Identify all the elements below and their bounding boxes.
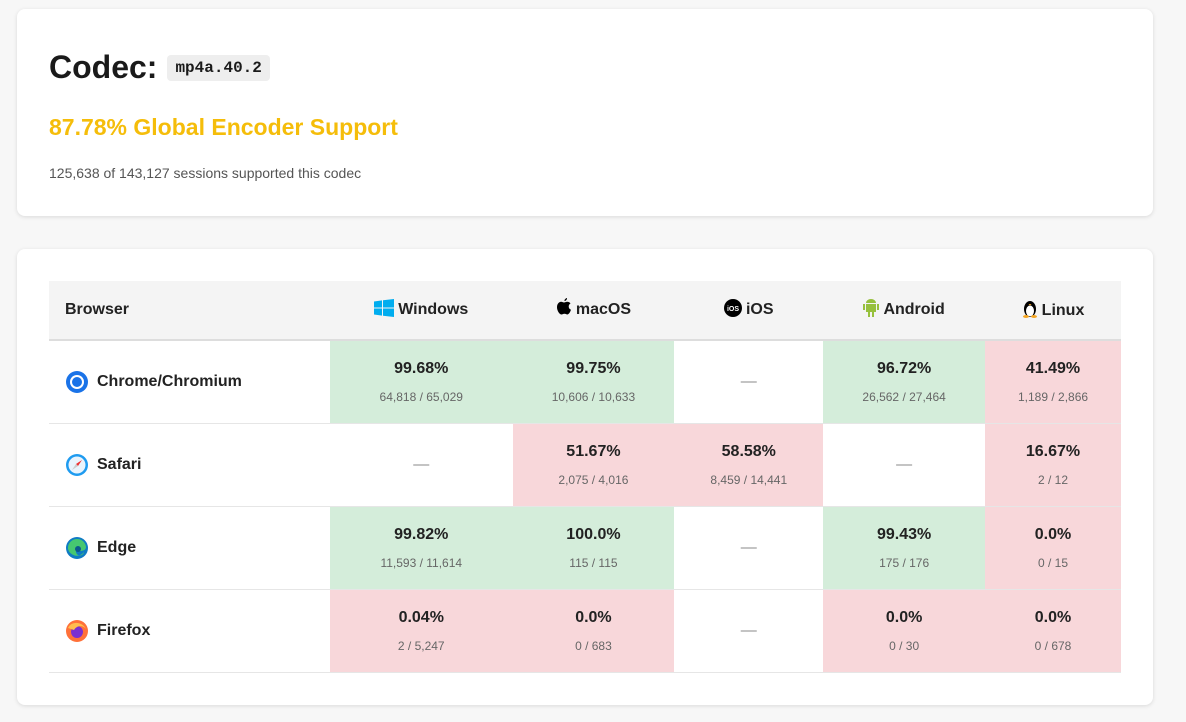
support-cell-empty: — <box>674 506 824 590</box>
support-cell: 99.43% 175 / 176 <box>823 506 986 590</box>
support-percent: 99.75% <box>566 359 621 377</box>
support-count: 8,459 / 14,441 <box>710 472 788 487</box>
support-count: 115 / 115 <box>569 555 618 570</box>
column-header-macos: macOS <box>512 281 675 341</box>
column-label: Android <box>883 301 945 318</box>
support-cell: 99.75% 10,606 / 10,633 <box>512 340 675 424</box>
support-count: 0 / 683 <box>575 638 612 653</box>
android-icon <box>863 298 880 322</box>
column-header-linux: Linux <box>985 281 1121 341</box>
browser-name: Firefox <box>97 621 151 639</box>
support-cell: 96.72% 26,562 / 27,464 <box>823 340 986 424</box>
support-cell: 41.49% 1,189 / 2,866 <box>985 340 1121 424</box>
browser-name: Edge <box>97 538 137 556</box>
support-percent: 96.72% <box>876 359 932 377</box>
support-table: Browser Windows macOS iOS iOS Android Linux Ch… <box>49 281 1121 673</box>
column-label: macOS <box>575 301 631 318</box>
support-cell-empty: — <box>674 340 824 424</box>
support-cell: 0.0% 0 / 15 <box>985 506 1121 590</box>
column-header-windows: Windows <box>330 281 513 341</box>
support-cell: 16.67% 2 / 12 <box>985 423 1121 507</box>
support-cell: 0.04% 2 / 5,247 <box>330 589 513 673</box>
no-data-dash: — <box>740 372 757 390</box>
support-cell: 99.82% 11,593 / 11,614 <box>330 506 513 590</box>
support-percent: 100.0% <box>566 525 621 543</box>
support-percent: 0.0% <box>1034 608 1072 626</box>
table-row: Safari — 51.67% 2,075 / 4,016 58.58% 8,459 / … <box>49 423 1121 507</box>
support-count: 64,818 / 65,029 <box>379 389 463 404</box>
table-row: Chrome/Chromium 99.68% 64,818 / 65,029 99.7… <box>49 340 1121 424</box>
support-percent: 0.04% <box>398 608 444 626</box>
support-percent: 0.0% <box>885 608 923 626</box>
column-label: Browser <box>65 301 130 318</box>
support-cell-empty: — <box>330 423 513 507</box>
page-title: Codec: mp4a.40.2 <box>49 49 270 86</box>
support-count: 2 / 5,247 <box>397 638 445 653</box>
column-label: iOS <box>745 300 774 318</box>
ios-icon: iOS <box>723 298 742 322</box>
support-count: 26,562 / 27,464 <box>862 389 946 404</box>
support-percent: 41.49% <box>1025 359 1081 377</box>
linux-icon <box>1022 298 1038 323</box>
column-label: Linux <box>1041 301 1085 319</box>
safari-icon <box>65 453 89 477</box>
apple-icon <box>556 298 572 322</box>
support-count: 2 / 12 <box>1038 472 1069 487</box>
support-cell: 0.0% 0 / 30 <box>823 589 986 673</box>
column-header-browser: Browser <box>49 281 330 341</box>
browser-cell: Chrome/Chromium <box>49 340 330 424</box>
sessions-summary: 125,638 of 143,127 sessions supported th… <box>49 165 362 181</box>
windows-icon <box>374 298 395 322</box>
support-cell: 99.68% 64,818 / 65,029 <box>330 340 513 424</box>
support-percent: 0.0% <box>1034 525 1072 543</box>
support-cell: 51.67% 2,075 / 4,016 <box>512 423 675 507</box>
chrome-icon <box>65 370 89 394</box>
support-count: 175 / 176 <box>879 555 930 570</box>
support-percent: 16.67% <box>1025 442 1081 460</box>
no-data-dash: — <box>740 538 757 556</box>
codec-label: Codec: <box>49 49 158 85</box>
support-percent: 99.68% <box>394 359 449 377</box>
column-header-android: Android <box>823 281 986 341</box>
browser-name: Safari <box>97 455 142 473</box>
no-data-dash: — <box>413 455 430 473</box>
support-count: 0 / 30 <box>889 638 920 653</box>
support-count: 0 / 678 <box>1034 638 1072 653</box>
support-cell: 0.0% 0 / 683 <box>512 589 675 673</box>
support-percent: 0.0% <box>575 608 612 626</box>
browser-cell: Safari <box>49 423 330 507</box>
codec-summary-card: Codec: mp4a.40.2 87.78% Global Encoder Su… <box>17 9 1153 216</box>
browser-cell: Firefox <box>49 589 330 673</box>
svg-text:iOS: iOS <box>727 306 739 313</box>
support-count: 0 / 15 <box>1038 555 1069 570</box>
support-cell-empty: — <box>823 423 986 507</box>
edge-icon <box>65 536 89 560</box>
support-count: 11,593 / 11,614 <box>380 555 463 570</box>
support-cell: 0.0% 0 / 678 <box>985 589 1121 673</box>
column-label: Windows <box>398 300 469 318</box>
support-cell: 58.58% 8,459 / 14,441 <box>674 423 824 507</box>
firefox-icon <box>65 619 89 643</box>
support-cell-empty: — <box>674 589 824 673</box>
browser-name: Chrome/Chromium <box>97 372 242 390</box>
support-percent: 51.67% <box>566 442 621 460</box>
support-percent: 58.58% <box>721 442 776 460</box>
support-cell: 100.0% 115 / 115 <box>512 506 675 590</box>
support-count: 2,075 / 4,016 <box>558 472 629 487</box>
global-support: 87.78% Global Encoder Support <box>49 114 398 140</box>
support-percent: 99.43% <box>876 525 932 543</box>
support-count: 1,189 / 2,866 <box>1017 389 1089 404</box>
support-count: 10,606 / 10,633 <box>551 389 636 404</box>
codec-name: mp4a.40.2 <box>167 54 270 81</box>
column-header-ios: iOS iOS <box>674 281 824 341</box>
no-data-dash: — <box>740 621 757 639</box>
support-table-card: Browser Windows macOS iOS iOS Android Linux Ch… <box>17 249 1153 705</box>
no-data-dash: — <box>896 455 913 473</box>
table-row: Firefox 0.04% 2 / 5,247 0.0% 0 / 683 — 0.0% 0 /… <box>49 589 1121 673</box>
browser-cell: Edge <box>49 506 330 590</box>
support-percent: 99.82% <box>394 525 449 543</box>
table-row: Edge 99.82% 11,593 / 11,614 100.0% 115 / 115… <box>49 506 1121 590</box>
